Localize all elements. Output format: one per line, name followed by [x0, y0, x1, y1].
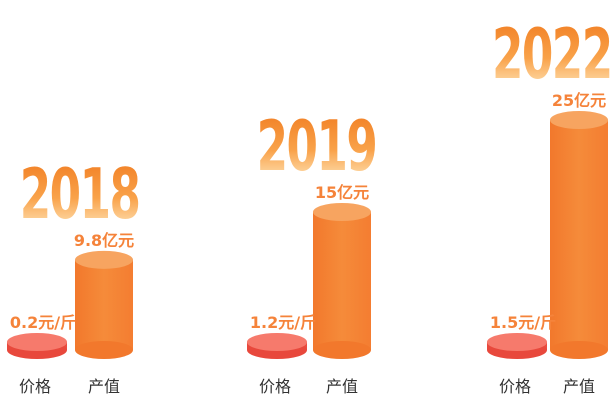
output-value-label-2022: 25亿元: [552, 91, 606, 110]
price-bar-cap-2022: [487, 333, 547, 351]
year-group-2022: 25亿元 1.5元/斤价格 产值 2022: [487, 14, 610, 396]
price-bar-cap-2018: [7, 333, 67, 351]
output-bar-cap-2022: [550, 111, 608, 129]
year-heading-2022: 2022: [492, 14, 610, 95]
output-bar-base-2019: [313, 341, 371, 359]
category-label-price-2018: 价格: [19, 377, 51, 396]
output-bar-base-2018: [75, 341, 133, 359]
category-label-price-2022: 价格: [499, 377, 531, 396]
year-group-2018: 9.8亿元 0.2元/斤价格 产值 2018: [7, 154, 141, 396]
price-value-label-2019: 1.2元/斤: [250, 313, 316, 332]
output-bar-cap-2018: [75, 250, 133, 269]
output-bar-cap-2019: [313, 203, 371, 221]
price-bar-cap-2019: [247, 333, 307, 351]
output-value-label-2018: 9.8亿元: [74, 231, 134, 250]
category-label-output-2019: 产值: [326, 377, 358, 396]
output-bar-2019: [313, 212, 371, 350]
year-heading-2019: 2019: [257, 106, 377, 187]
category-label-price-2019: 价格: [259, 377, 291, 396]
output-bar-base-2022: [550, 341, 608, 359]
category-label-output-2022: 产值: [563, 377, 595, 396]
output-bar-2018: [75, 259, 133, 350]
price-value-label-2022: 1.5元/斤: [490, 313, 556, 332]
year-group-2019: 15亿元 1.2元/斤价格 产值 2019: [247, 106, 378, 396]
price-value-label-2018: 0.2元/斤: [10, 313, 76, 332]
category-label-output-2018: 产值: [88, 377, 120, 396]
output-value-label-2019: 15亿元: [315, 183, 369, 202]
output-bar-2022: [550, 120, 608, 350]
year-heading-2018: 2018: [20, 154, 140, 235]
